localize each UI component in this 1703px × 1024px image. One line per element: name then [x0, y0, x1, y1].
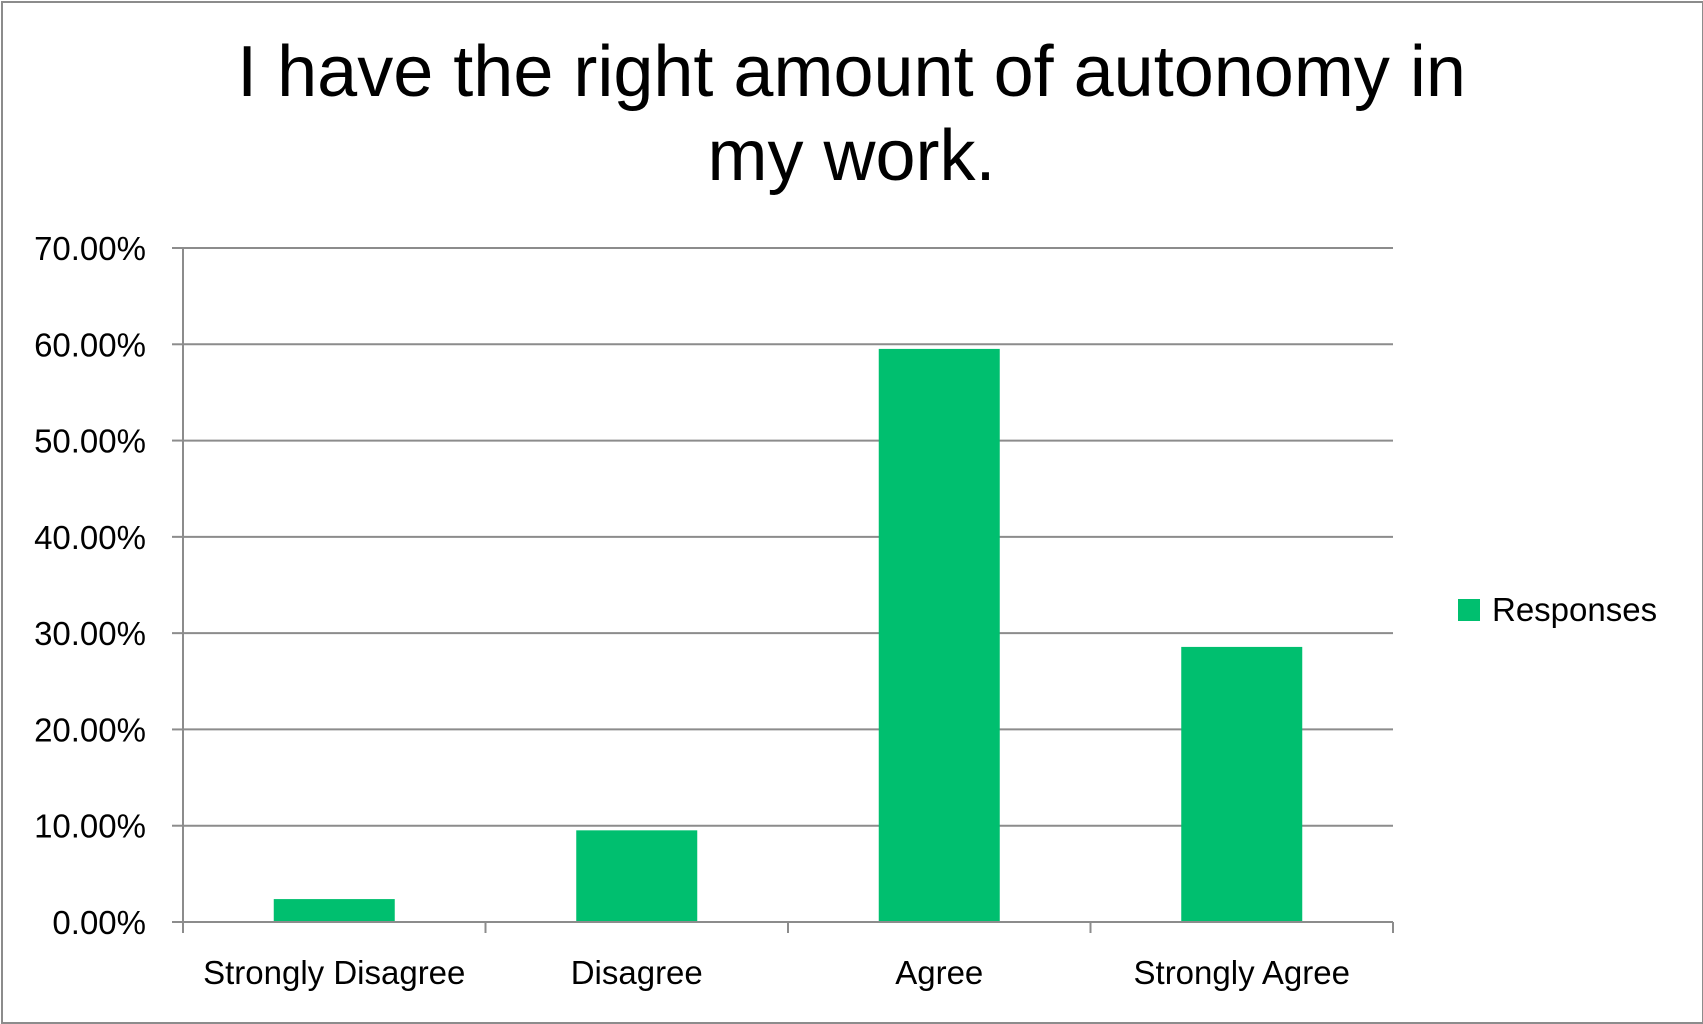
bar	[878, 348, 1000, 922]
y-tick-label: 10.00%	[34, 808, 146, 845]
y-tick-label: 0.00%	[52, 904, 146, 941]
legend-swatch	[1458, 599, 1480, 621]
y-tick-label: 50.00%	[34, 423, 146, 460]
x-category-label: Agree	[895, 954, 983, 991]
x-category-label: Disagree	[571, 954, 703, 991]
y-axis-tick-labels: 0.00% 10.00% 20.00% 30.00% 40.00% 50.00% 60.00…	[34, 230, 146, 941]
bar	[1181, 646, 1303, 922]
bar	[273, 899, 395, 922]
x-category-label: Strongly Agree	[1134, 954, 1350, 991]
x-category-label: Strongly Disagree	[203, 954, 465, 991]
y-tick-label: 40.00%	[34, 519, 146, 556]
axes	[182, 248, 1394, 933]
x-axis-category-labels: Strongly Disagree Disagree Agree Strongly A…	[203, 954, 1350, 991]
gridlines	[172, 247, 1393, 923]
y-tick-label: 20.00%	[34, 711, 146, 748]
y-tick-label: 70.00%	[34, 230, 146, 267]
chart-title-line-1: I have the right amount of autonomy in	[237, 32, 1466, 112]
chart-title-line-2: my work.	[707, 116, 996, 196]
y-tick-label: 30.00%	[34, 615, 146, 652]
legend-label: Responses	[1492, 591, 1658, 628]
bars	[273, 348, 1303, 922]
y-tick-label: 60.00%	[34, 326, 146, 363]
chart-title: I have the right amount of autonomy in m…	[0, 30, 1703, 198]
bar	[576, 830, 698, 922]
legend: Responses	[1458, 591, 1657, 629]
